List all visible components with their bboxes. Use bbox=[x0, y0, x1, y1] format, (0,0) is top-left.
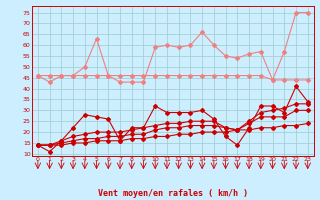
Text: Vent moyen/en rafales ( km/h ): Vent moyen/en rafales ( km/h ) bbox=[98, 189, 248, 198]
